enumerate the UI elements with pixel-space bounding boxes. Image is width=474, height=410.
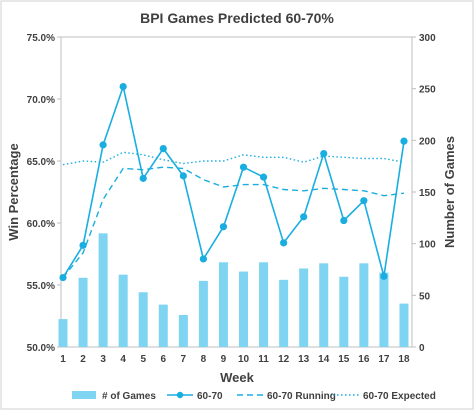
bar-games-week-18: [399, 303, 409, 347]
x-tick-label: 1: [60, 354, 66, 365]
x-tick-label: 3: [100, 354, 106, 365]
bar-games-week-13: [299, 268, 309, 347]
bar-games-week-14: [319, 263, 329, 347]
point-60-70-week-10: [239, 163, 248, 171]
chart-title: BPI Games Predicted 60-70%: [140, 10, 334, 26]
legend-label: 60-70 Expected: [363, 391, 436, 402]
bar-games-week-6: [158, 304, 168, 347]
y-left-tick-label: 75.0%: [27, 33, 55, 44]
point-60-70-week-8: [199, 255, 207, 263]
y-left-tick-label: 70.0%: [27, 95, 55, 106]
point-60-70-week-4: [119, 83, 127, 91]
bar-games-week-17: [379, 272, 389, 347]
bar-games-week-12: [279, 279, 289, 347]
x-tick-label: 17: [378, 354, 390, 365]
point-60-70-week-3: [99, 141, 107, 149]
bar-games-week-2: [78, 277, 88, 347]
point-60-70-week-5: [139, 174, 147, 182]
point-60-70-week-17: [380, 272, 388, 280]
x-tick-label: 15: [338, 354, 350, 365]
bar-games-week-7: [178, 314, 188, 347]
bar-games-week-4: [118, 274, 128, 347]
bar-games-week-15: [339, 276, 349, 347]
point-60-70-week-2: [79, 241, 87, 249]
bar-games-week-9: [218, 262, 228, 347]
bar-games-week-3: [98, 233, 108, 347]
point-60-70-week-13: [300, 213, 308, 221]
point-60-70-week-15: [340, 216, 348, 225]
point-60-70-week-6: [159, 145, 167, 153]
bar-games-week-1: [58, 319, 68, 347]
y-right-tick-label: 300: [419, 33, 436, 44]
x-tick-label: 4: [120, 354, 126, 365]
series-line-60-70-running: [62, 166, 405, 279]
x-tick-label: 16: [358, 354, 370, 365]
bars-layer: [58, 233, 409, 347]
y-left-tick-label: 65.0%: [27, 157, 55, 168]
x-tick-label: 6: [161, 354, 167, 365]
y-right-tick-label: 100: [419, 240, 436, 251]
legend-label: 60-70 Running: [267, 391, 336, 402]
y-right-tick-label: 200: [419, 136, 436, 147]
point-60-70-week-12: [280, 239, 288, 247]
bar-games-week-5: [138, 292, 148, 347]
axes-layer: 50.0% 55.0% 60.0% 65.0% 70.0% 75.0% 0 50 100 150 2…: [27, 33, 436, 365]
x-tick-label: 2: [80, 354, 86, 365]
x-tick-label: 18: [398, 354, 410, 365]
y-right-tick-label: 0: [419, 343, 425, 354]
lines-layer: [59, 83, 408, 282]
legend-label: # of Games: [102, 391, 156, 402]
bar-games-week-8: [198, 280, 208, 347]
x-tick-label: 11: [258, 354, 269, 365]
bar-games-week-16: [359, 263, 369, 347]
y-right-tick-label: 50: [419, 291, 431, 302]
legend: # of Games 60-70 60-70 Running 60-70 Expect…: [72, 391, 436, 402]
legend-swatch-marker: [176, 391, 184, 399]
point-60-70-week-11: [259, 173, 268, 181]
legend-swatch-games: [72, 391, 96, 399]
x-tick-label: 10: [238, 354, 250, 365]
x-tick-label: 13: [298, 354, 310, 365]
bar-games-week-11: [259, 262, 269, 347]
x-tick-label: 9: [221, 354, 227, 365]
y-left-tick-label: 60.0%: [27, 219, 55, 230]
y-left-tick-label: 55.0%: [27, 281, 55, 292]
x-tick-label: 14: [318, 354, 330, 365]
bar-games-week-10: [239, 271, 249, 347]
point-60-70-week-9: [219, 223, 228, 231]
y-right-tick-label: 150: [419, 188, 436, 199]
x-tick-label: 12: [278, 354, 290, 365]
x-axis-label: Week: [220, 370, 254, 385]
point-60-70-week-16: [360, 197, 368, 205]
series-line-60-70: [62, 85, 405, 279]
point-60-70-week-7: [179, 172, 187, 180]
y-axis-left-label: Win Percentage: [6, 143, 21, 240]
x-tick-label: 7: [181, 354, 187, 365]
point-60-70-week-18: [400, 137, 408, 145]
y-axis-right-label: Number of Games: [442, 136, 457, 248]
y-right-tick-label: 250: [419, 85, 436, 96]
x-tick-label: 8: [201, 354, 207, 365]
point-60-70-week-14: [320, 149, 328, 158]
legend-label: 60-70: [197, 391, 223, 402]
x-tick-label: 5: [140, 354, 146, 365]
y-left-tick-label: 50.0%: [27, 343, 55, 354]
